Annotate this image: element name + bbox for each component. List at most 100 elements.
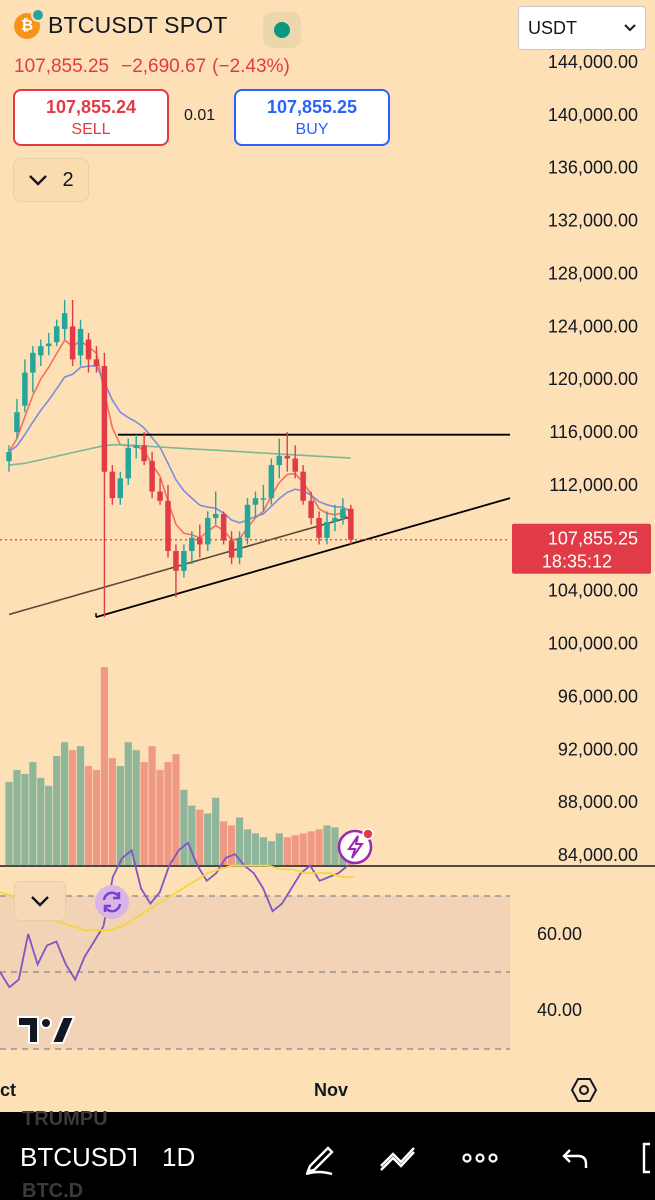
buy-button[interactable]: 107,855.25 BUY [234,89,390,146]
symbol-name[interactable]: BTCUSDT SPOT [48,12,228,38]
candle [205,511,211,552]
time-axis[interactable]: ct Nov [0,1068,655,1112]
symbol-title[interactable]: ₿ BTCUSDT SPOT [14,7,228,39]
undo-icon[interactable] [560,1140,590,1176]
candle-body [260,498,267,500]
candle [292,445,298,479]
more-icon[interactable] [460,1140,500,1176]
candle [85,332,92,373]
candle-body [276,455,283,466]
volume-bar [228,825,236,865]
candle [300,465,306,505]
price-tick-label: 100,000.00 [548,634,638,654]
indicators-toggle[interactable]: 2 [13,158,89,202]
volume-bar [307,831,315,865]
volume-bar [84,766,93,865]
volume-bar [100,667,108,865]
candle-body [14,412,20,433]
buy-label: BUY [295,120,329,138]
candle [244,498,251,545]
candle-body [308,500,314,518]
candle [181,544,187,578]
sell-button[interactable]: 107,855.24 SELL [13,89,169,146]
candle-body [236,537,243,558]
pencil-icon[interactable] [302,1140,338,1176]
candle [189,531,195,565]
change-percent: (−2.43%) [212,56,290,77]
lightning-icon[interactable] [336,827,376,867]
candle [125,438,131,485]
buy-price: 107,855.25 [266,96,358,117]
price-tick-label: 116,000.00 [549,422,638,442]
sell-price: 107,855.24 [45,96,137,117]
candle [284,432,290,472]
bitcoin-icon: ₿ [14,7,45,39]
watchlist-ghost-bottom: BTC.D [22,1180,84,1200]
candle-body [348,508,354,540]
rsi-collapse-button[interactable] [14,881,66,921]
ema-slow-line [8,443,351,466]
candle-body [6,451,12,462]
candle [220,511,227,545]
candle [30,346,36,393]
volume-bar [212,797,220,865]
trendline-icon[interactable] [378,1140,418,1176]
ema-fast-line [8,338,352,541]
candle-body [46,343,52,347]
tradingview-logo-icon [17,1016,76,1044]
chevron-down-icon [29,175,48,186]
candle [324,511,330,545]
volume-bar [164,762,172,865]
rsi-tick-label: 60.00 [537,924,582,944]
candle [6,445,12,472]
price-tick-label: 88,000.00 [558,792,638,812]
currency-select[interactable]: USDT [518,6,646,50]
sell-label: SELL [71,120,111,138]
volume-bar [251,833,260,865]
indicator-count: 2 [62,168,74,191]
candle-body [165,500,171,552]
volume-bar [132,750,140,865]
toolbar-interval[interactable]: 1D [162,1142,196,1172]
volume-bar [13,769,21,865]
candle [157,478,163,505]
price-tick-label: 136,000.00 [548,158,638,178]
candle-body [324,521,330,538]
volume-bar [188,805,196,865]
candle-body [69,326,76,360]
toolbar-symbol[interactable]: BTCUSDT [20,1142,136,1172]
price-summary: 107,855.25 −2,690.67 (−2.43%) [14,56,290,78]
candle-body [197,537,203,545]
volume-bar [92,769,101,865]
volume-bar [45,785,53,865]
price-tick-label: 104,000.00 [548,581,638,601]
candle-body [181,551,187,571]
candle-body [125,447,131,479]
candle [61,299,68,340]
candle-body [22,372,28,406]
settings-hexagon-icon[interactable] [570,1076,598,1104]
candle-body [53,326,60,343]
candle [22,359,28,413]
price-tick-label: 144,000.00 [548,52,638,72]
volume-bar [172,754,180,865]
ema-long-line [8,515,352,616]
candle [340,498,346,525]
volume-bar [37,777,45,865]
candle [276,438,283,479]
volume-bar [299,833,307,865]
candle [228,531,235,565]
candle-body [133,445,139,448]
candle-body [157,491,163,501]
chart-canvas[interactable]: 144,000.00 140,000.00 136,000.00 132,000.00… [0,0,655,1112]
candle-body [77,328,84,356]
redo-icon[interactable] [636,1140,655,1176]
candle-body [141,445,147,462]
candle [173,544,179,598]
candle [316,511,322,545]
volume-bar [331,827,339,865]
spread-value: 0.01 [184,107,216,124]
refresh-icon[interactable] [94,884,130,920]
market-status-indicator[interactable] [263,12,301,48]
candle-body [85,339,92,360]
